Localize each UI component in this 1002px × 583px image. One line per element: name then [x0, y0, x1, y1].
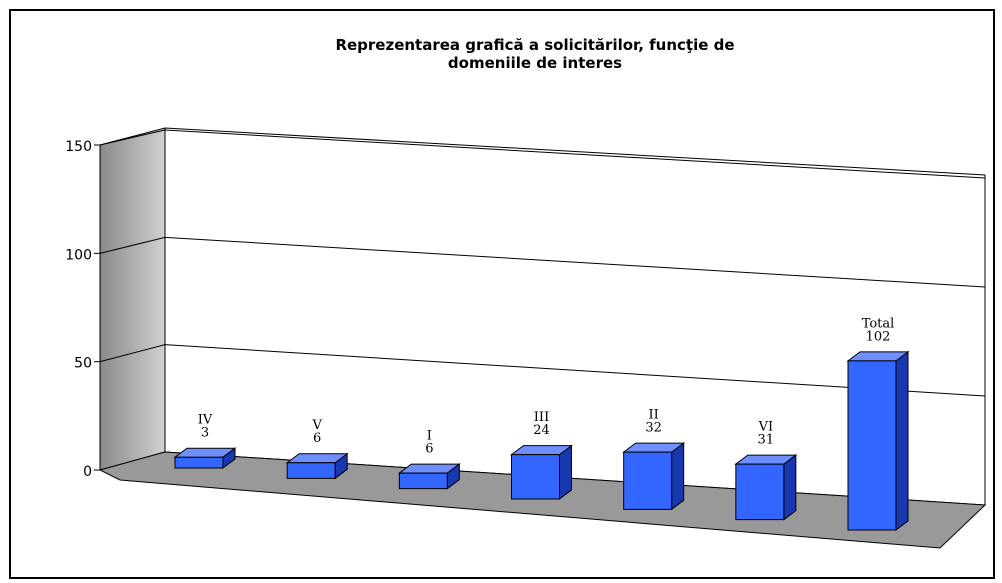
y-tick-label: 100 — [65, 247, 92, 263]
y-tick-label: 150 — [65, 139, 92, 155]
bar — [173, 447, 237, 469]
value-label: 6 — [313, 431, 321, 446]
value-label: 31 — [758, 433, 775, 448]
bar-face — [847, 360, 897, 531]
category-label: IV — [198, 413, 213, 428]
value-label: 24 — [533, 423, 550, 438]
bar-face — [174, 456, 224, 469]
value-label: 6 — [425, 442, 433, 457]
bar-face — [735, 463, 785, 521]
bar-face — [286, 462, 336, 479]
bar-face — [783, 454, 797, 521]
category-label: V — [311, 418, 322, 433]
bar-face — [671, 442, 685, 511]
bar — [846, 350, 910, 531]
bar-face — [511, 454, 560, 500]
grid-line — [99, 344, 986, 397]
bar — [622, 442, 686, 511]
bar — [397, 463, 461, 490]
chart-title: Reprezentarea grafică a solicitărilor, f… — [335, 36, 735, 72]
value-label: 32 — [645, 421, 662, 436]
border — [9, 9, 995, 579]
left-wall — [99, 127, 166, 471]
bar-face — [623, 451, 673, 510]
category-label: I — [427, 429, 432, 444]
y-tick-label: 0 — [83, 464, 92, 480]
category-label: III — [534, 410, 549, 425]
bar — [734, 454, 798, 521]
bar — [285, 452, 349, 480]
grid-line — [99, 236, 986, 288]
grid-line — [99, 129, 986, 179]
bar-face — [398, 472, 448, 490]
value-label: 3 — [201, 426, 209, 441]
y-tick-label: 50 — [74, 356, 92, 372]
bar — [510, 444, 573, 500]
category-label: II — [649, 408, 659, 423]
value-label: 102 — [866, 329, 891, 344]
category-label: VI — [758, 420, 774, 435]
category-label: Total — [862, 316, 895, 331]
bar-face — [895, 350, 909, 531]
